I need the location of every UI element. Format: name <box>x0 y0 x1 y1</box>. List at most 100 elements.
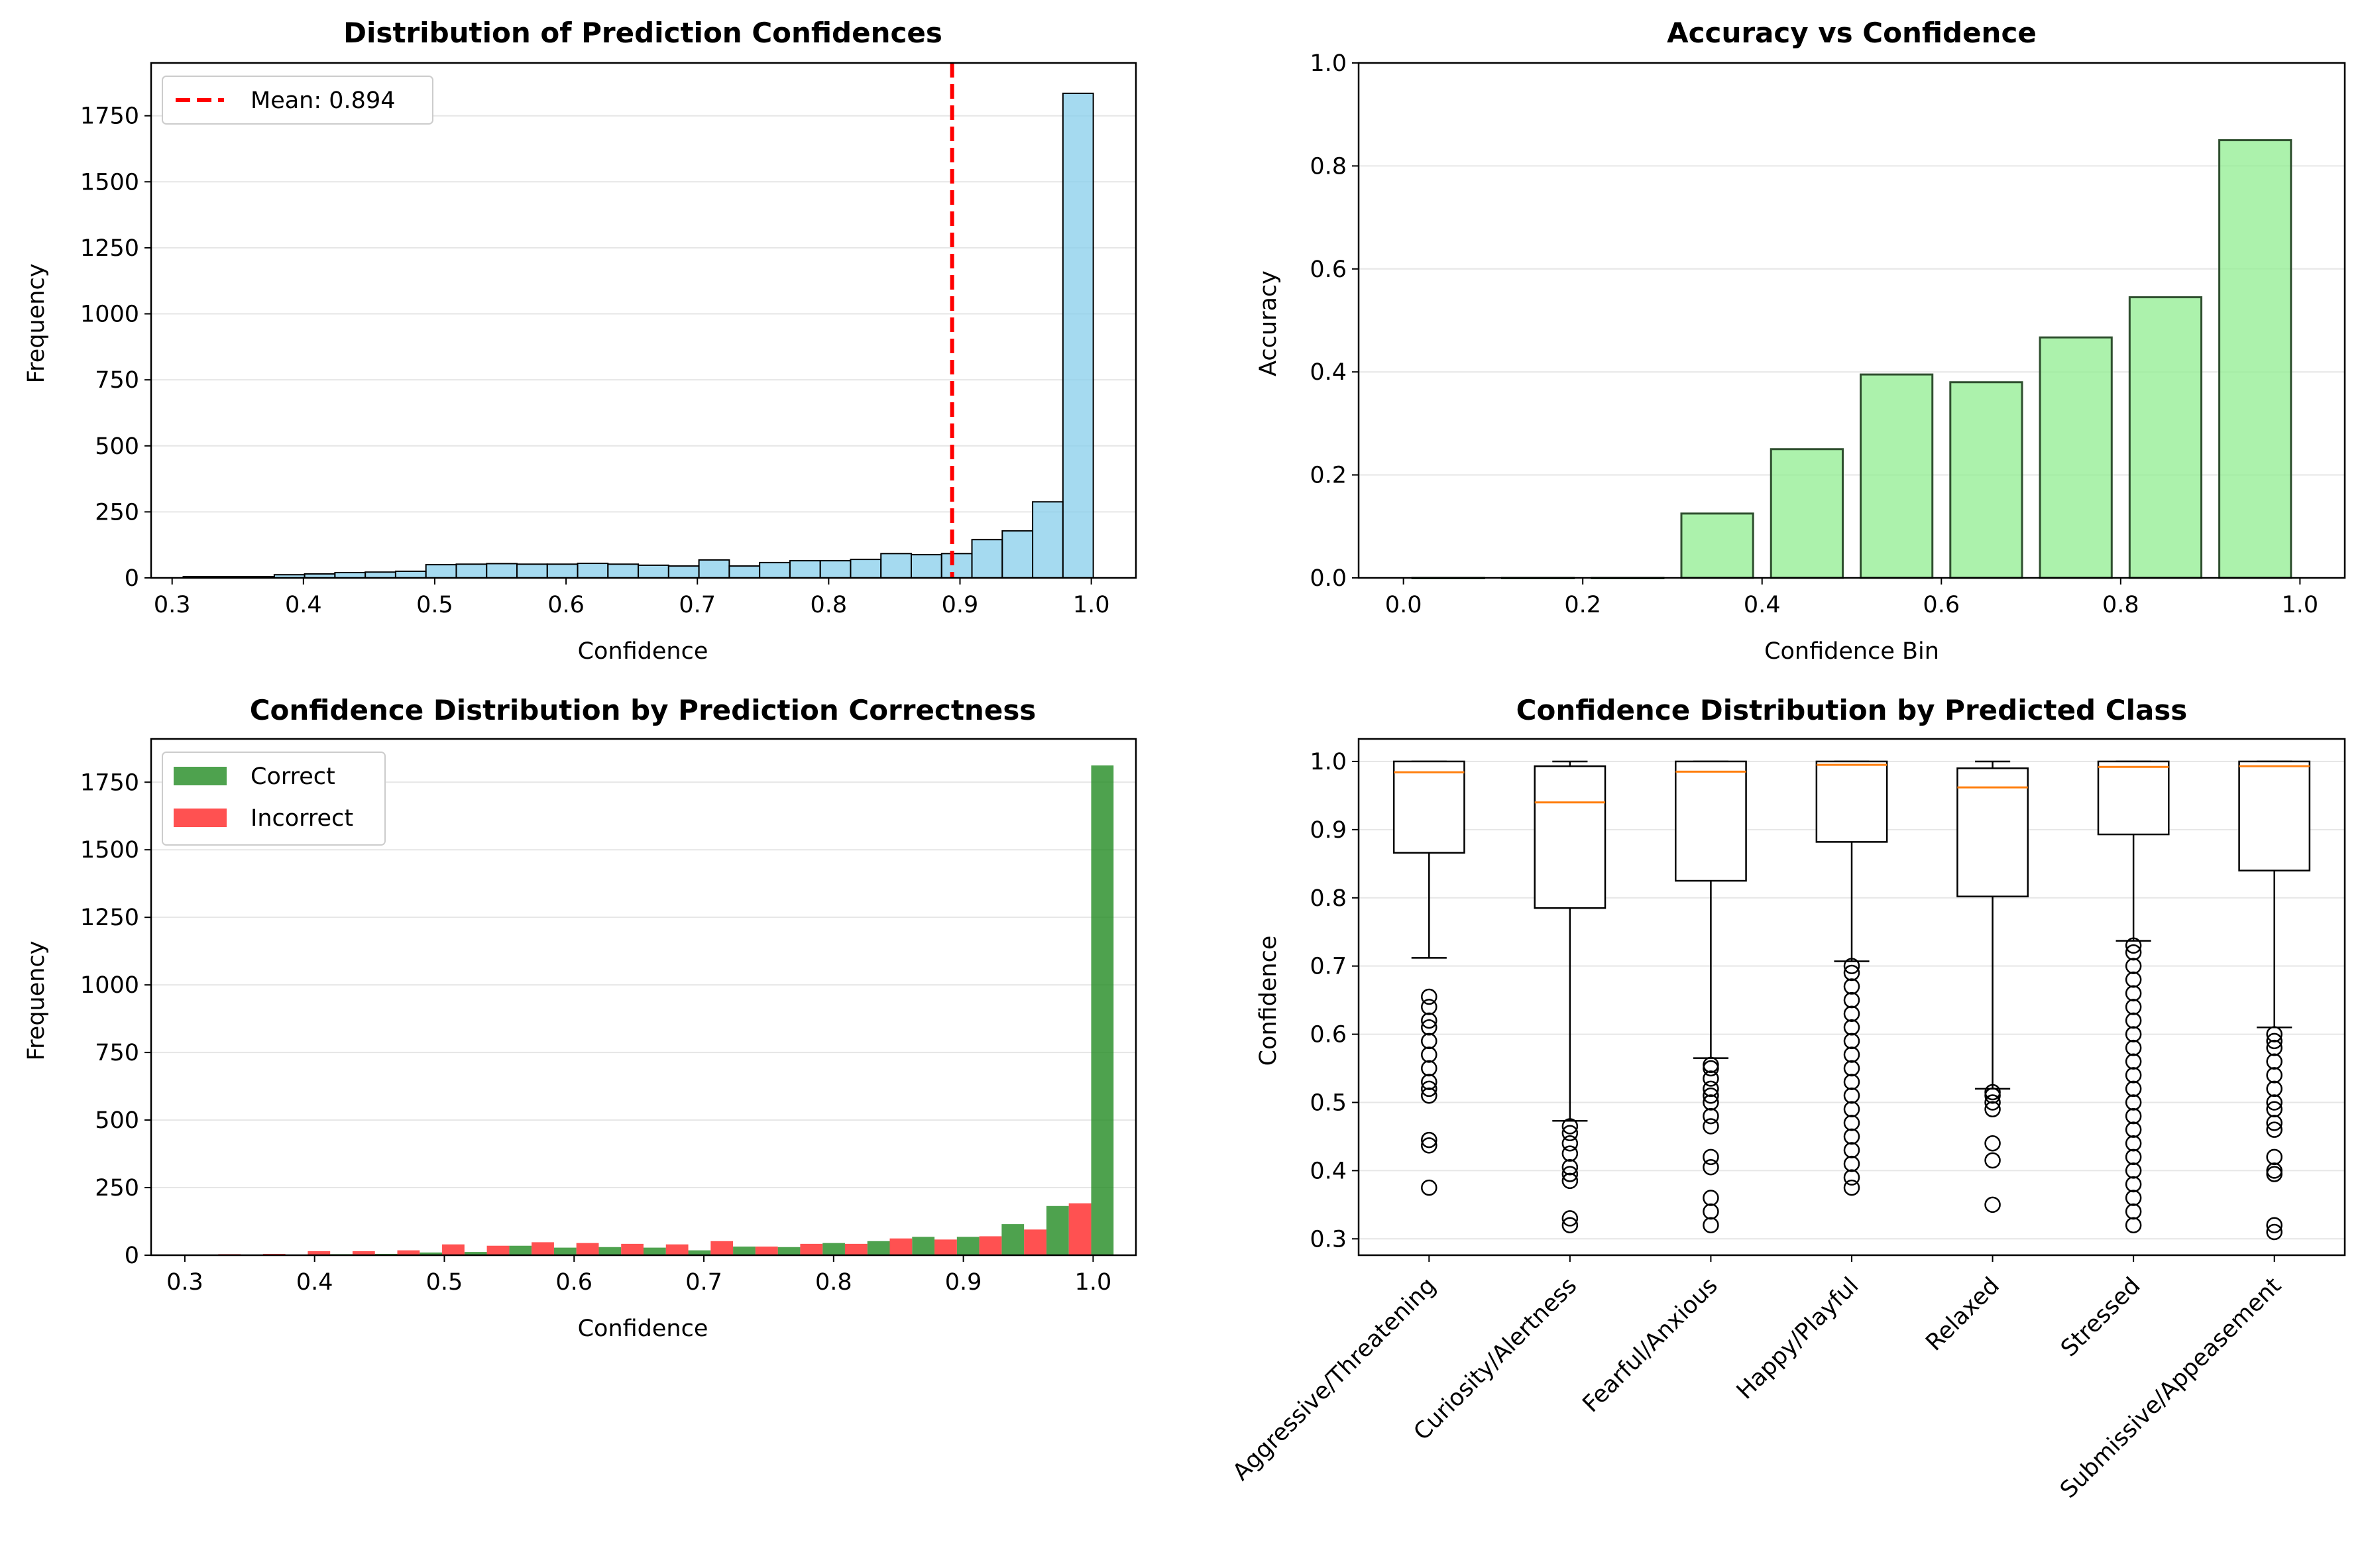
confidence-histogram-legend: Mean: 0.894 <box>162 76 433 125</box>
incorrect-bar <box>889 1238 913 1255</box>
outlier-point <box>2266 1026 2282 1042</box>
x-tick-label: 0.5 <box>416 592 453 618</box>
outlier-point <box>1843 1169 1860 1186</box>
accuracy-chart-title: Accuracy vs Confidence <box>1667 17 2037 49</box>
correctness-histogram-ylabel: Frequency <box>23 941 50 1061</box>
outlier-point <box>2266 1148 2282 1166</box>
x-tick-label: 0.7 <box>679 592 716 618</box>
x-tick-label: 1.0 <box>2282 592 2319 618</box>
outlier-point <box>1421 988 1437 1005</box>
y-tick-label: 0.8 <box>1310 885 1347 912</box>
correctness-histogram-legend: Correct Incorrect <box>162 752 386 846</box>
outlier-point <box>1843 1005 1860 1022</box>
accuracy-bar <box>2218 139 2292 579</box>
outlier-point <box>2125 972 2142 988</box>
x-tick-label: 1.0 <box>1073 592 1110 618</box>
outlier-point <box>1703 1118 1719 1135</box>
outlier-point <box>1843 964 1860 981</box>
histogram-bar <box>365 571 396 579</box>
box <box>1392 760 1465 854</box>
incorrect-bar <box>442 1244 465 1255</box>
outlier-point <box>1843 1128 1860 1145</box>
accuracy-chart-xlabel: Confidence Bin <box>1764 638 1939 665</box>
outlier-point <box>1843 1019 1860 1036</box>
x-tick-label: 0.4 <box>1744 592 1781 618</box>
outlier-point <box>2266 1094 2282 1111</box>
outlier-point <box>2266 1053 2282 1070</box>
histogram-bar <box>638 564 669 579</box>
y-tick-label: 1000 <box>80 302 139 328</box>
outlier-point <box>1561 1118 1579 1135</box>
correct-bar <box>1091 765 1114 1255</box>
outlier-point <box>2125 1053 2142 1070</box>
histogram-bar <box>667 565 700 579</box>
outlier-point <box>1421 1131 1437 1148</box>
x-tick-label: 0.6 <box>1923 592 1960 618</box>
histogram-bar <box>940 553 973 579</box>
outlier-point <box>1561 1166 1579 1182</box>
outlier-point <box>1561 1125 1579 1142</box>
histogram-bar <box>546 563 579 579</box>
histogram-bar <box>1001 530 1034 579</box>
axes-frame <box>150 738 1137 1257</box>
incorrect-bar <box>934 1239 957 1255</box>
y-tick-label: 1750 <box>80 103 139 130</box>
y-tick-label: 0.5 <box>1310 1090 1347 1116</box>
x-tick-label: 0.5 <box>426 1269 463 1296</box>
correct-bar <box>1001 1224 1025 1255</box>
outlier-point <box>1421 1046 1437 1063</box>
outlier-point <box>2125 1162 2142 1179</box>
box <box>2238 760 2311 871</box>
correctness-histogram-panel: 0 250 500 750 1000 1250 1500 1750 0.3 0.4 0.5 0.6 0.… <box>23 694 1137 1342</box>
legend-incorrect-swatch <box>174 809 227 827</box>
correct-bar <box>420 1252 443 1255</box>
outlier-point <box>1421 1060 1437 1077</box>
outlier-point <box>2125 1190 2142 1206</box>
outlier-point <box>2266 1217 2282 1233</box>
box <box>1534 765 1606 909</box>
x-tick-label: 0.7 <box>685 1269 722 1296</box>
box <box>1815 760 1888 843</box>
accuracy-bar <box>1949 381 2023 579</box>
histogram-bar <box>577 563 609 579</box>
outlier-point <box>1703 1217 1719 1233</box>
outlier-point <box>1703 1087 1719 1104</box>
incorrect-bar <box>486 1245 510 1255</box>
outlier-point <box>1561 1210 1579 1227</box>
outlier-point <box>1843 1142 1860 1158</box>
outlier-point <box>1843 1179 1860 1196</box>
legend-mean-label: Mean: 0.894 <box>251 87 395 114</box>
histogram-bar <box>759 561 791 579</box>
incorrect-bar <box>755 1246 778 1255</box>
correct-bar <box>822 1243 845 1255</box>
outlier-point <box>1843 1074 1860 1090</box>
outlier-point <box>1421 1179 1437 1196</box>
y-tick-label: 0.9 <box>1310 817 1347 844</box>
x-tick-label: 0.4 <box>296 1269 333 1296</box>
outlier-point <box>1703 1056 1719 1074</box>
axes-frame <box>1357 62 2346 579</box>
correct-bar <box>1046 1205 1069 1255</box>
accuracy-bar <box>2039 336 2113 579</box>
outlier-point <box>1843 958 1860 974</box>
box <box>1675 760 1747 882</box>
axes-frame <box>150 62 1137 579</box>
incorrect-bar <box>979 1236 1002 1255</box>
y-tick-label: 1250 <box>80 905 139 931</box>
y-tick-label: 1750 <box>80 769 139 796</box>
box <box>1956 767 2029 897</box>
x-tick-label: 0.2 <box>1564 592 1601 618</box>
incorrect-bar <box>1024 1229 1046 1255</box>
outlier-point <box>1843 1087 1860 1104</box>
outlier-point <box>2266 1033 2282 1050</box>
outlier-point <box>2125 1121 2142 1138</box>
outlier-point <box>1703 1159 1719 1176</box>
incorrect-bar <box>665 1244 689 1255</box>
outlier-point <box>2125 999 2142 1015</box>
histogram-bar <box>516 563 548 579</box>
y-tick-label: 750 <box>95 367 139 394</box>
outlier-point <box>1843 1101 1860 1118</box>
outlier-point <box>2125 1107 2142 1125</box>
box <box>2097 760 2170 836</box>
outlier-point <box>2125 1067 2142 1084</box>
